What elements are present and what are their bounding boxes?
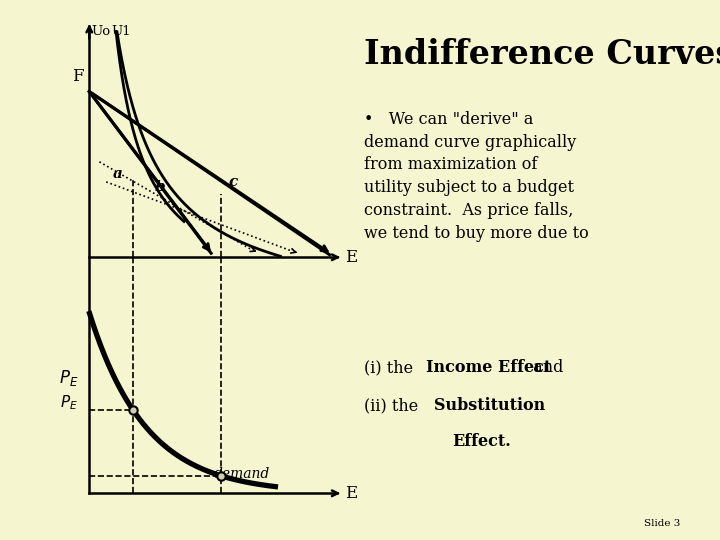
Text: b: b <box>155 180 166 194</box>
Text: $P_E$: $P_E$ <box>60 394 78 412</box>
Text: (i) the: (i) the <box>364 359 418 376</box>
Text: E: E <box>346 249 358 266</box>
Text: U1: U1 <box>112 25 131 38</box>
Text: demand: demand <box>213 467 270 481</box>
Text: Substitution: Substitution <box>434 397 546 414</box>
Text: c: c <box>228 175 238 189</box>
Text: Effect.: Effect. <box>452 433 511 450</box>
Text: •   We can "derive" a
demand curve graphically
from maximization of
utility subj: • We can "derive" a demand curve graphic… <box>364 111 588 242</box>
Text: Income Effect: Income Effect <box>426 359 552 376</box>
Text: E: E <box>346 485 358 502</box>
Text: (ii) the: (ii) the <box>364 397 423 414</box>
Text: and: and <box>523 359 564 376</box>
Text: a: a <box>113 167 123 181</box>
Text: $P_E$: $P_E$ <box>59 368 78 388</box>
Text: Slide 3: Slide 3 <box>644 519 681 528</box>
Text: Uo: Uo <box>91 25 110 38</box>
Text: Indifference Curves: Indifference Curves <box>364 38 720 71</box>
Text: F: F <box>71 68 84 85</box>
